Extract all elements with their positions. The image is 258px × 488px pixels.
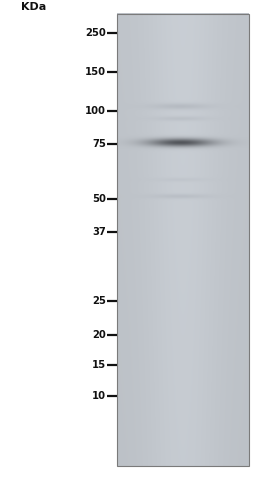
Bar xyxy=(117,14,249,466)
Text: 15: 15 xyxy=(92,360,106,370)
Text: 100: 100 xyxy=(85,106,106,116)
Text: KDa: KDa xyxy=(21,2,46,12)
Text: 250: 250 xyxy=(85,28,106,38)
Text: 10: 10 xyxy=(92,391,106,401)
Text: 75: 75 xyxy=(92,139,106,149)
Text: 20: 20 xyxy=(92,330,106,340)
Text: 37: 37 xyxy=(92,227,106,237)
Text: 50: 50 xyxy=(92,194,106,204)
Text: 25: 25 xyxy=(92,296,106,306)
Text: 150: 150 xyxy=(85,67,106,77)
